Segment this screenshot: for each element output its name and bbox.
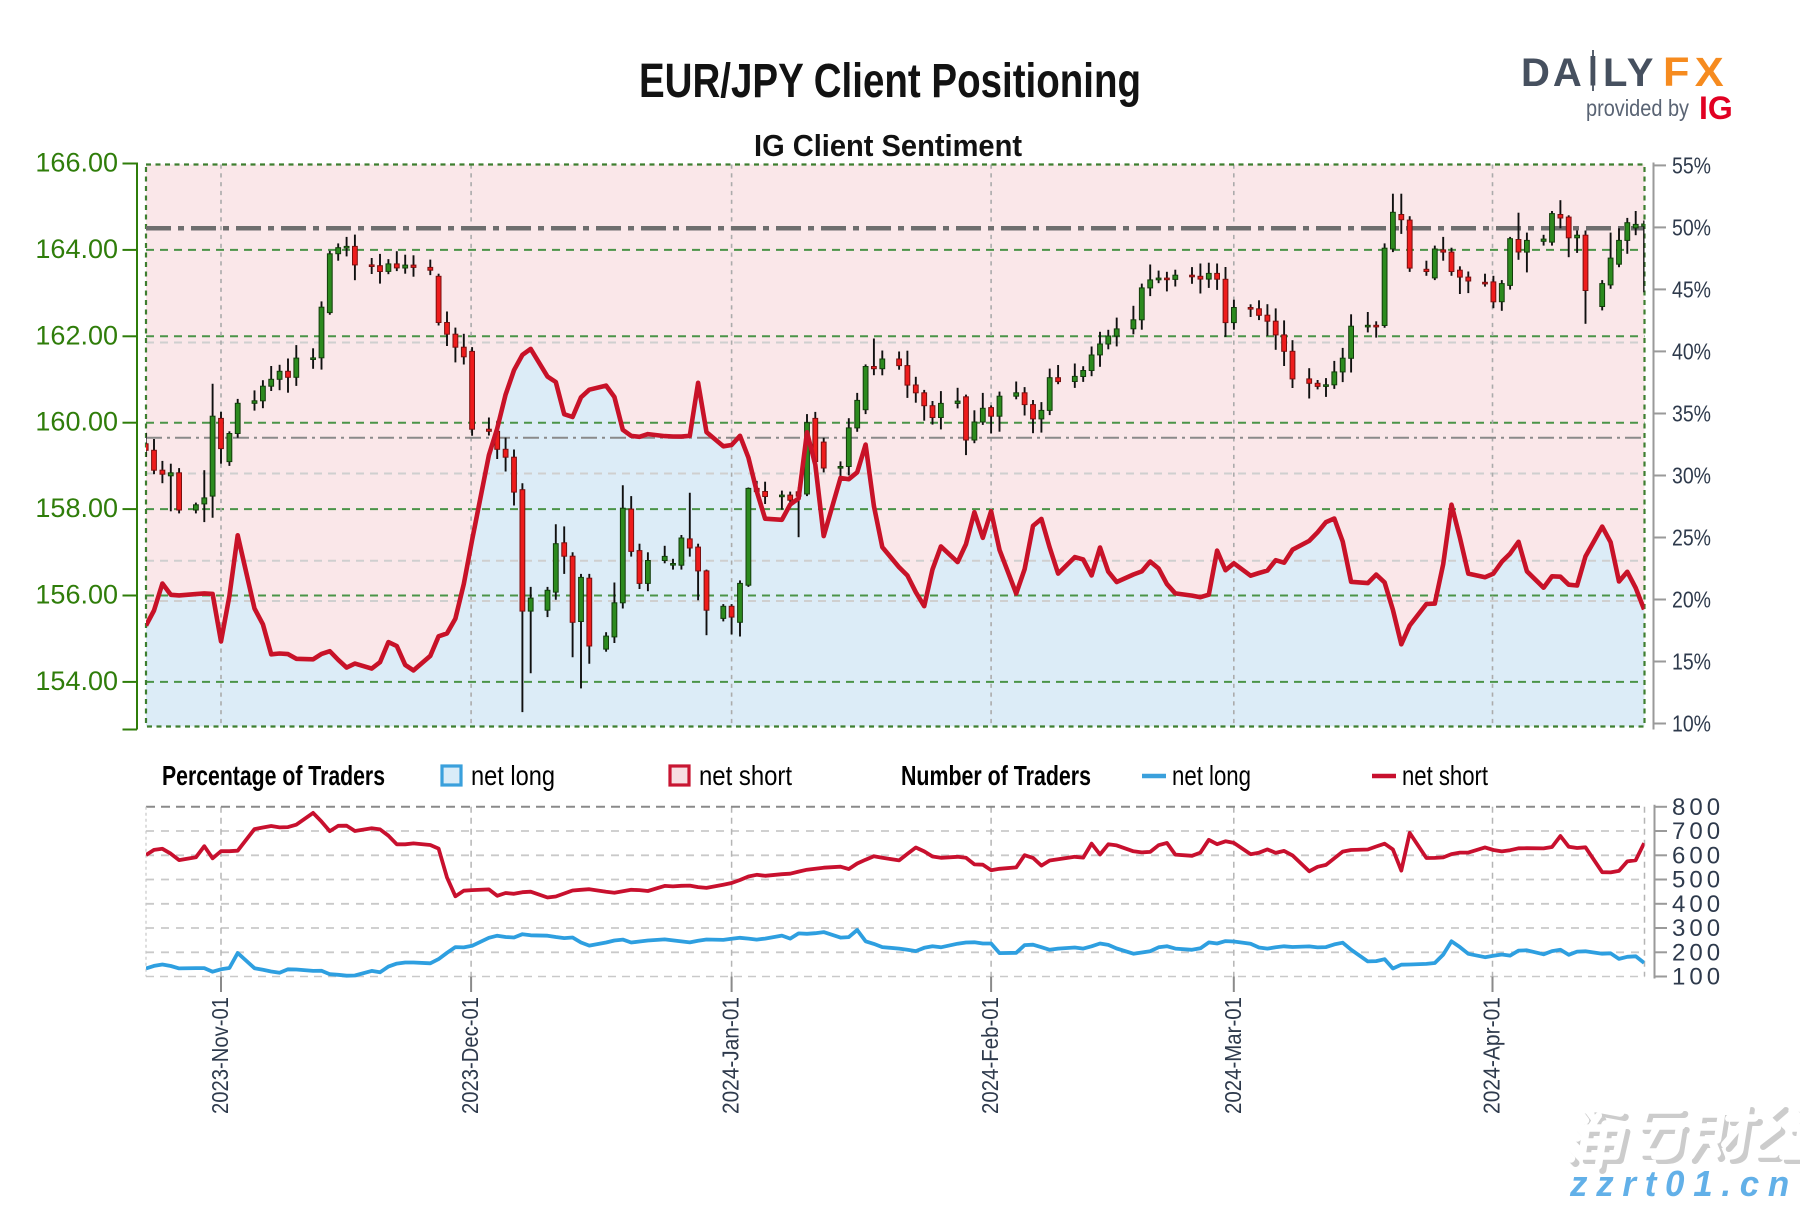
svg-text:500: 500 [1672, 867, 1724, 894]
svg-text:15%: 15% [1672, 649, 1711, 675]
svg-text:40%: 40% [1672, 338, 1711, 364]
svg-text:55%: 55% [1672, 152, 1711, 178]
svg-text:net short: net short [699, 760, 792, 791]
svg-text:10%: 10% [1672, 711, 1711, 737]
svg-text:700: 700 [1672, 818, 1724, 845]
svg-text:2023-Dec-01: 2023-Dec-01 [457, 997, 483, 1114]
svg-text:30%: 30% [1672, 463, 1711, 489]
svg-text:25%: 25% [1672, 525, 1711, 551]
svg-text:300: 300 [1672, 915, 1724, 942]
svg-text:net short: net short [1402, 760, 1488, 791]
svg-text:IG Client Sentiment: IG Client Sentiment [754, 128, 1022, 163]
svg-text:DA: DA [1521, 51, 1585, 95]
svg-text:2024-Feb-01: 2024-Feb-01 [977, 997, 1003, 1114]
svg-text:2024-Apr-01: 2024-Apr-01 [1479, 997, 1505, 1114]
svg-text:45%: 45% [1672, 276, 1711, 302]
svg-text:EUR/JPY Client Positioning: EUR/JPY Client Positioning [639, 55, 1141, 108]
svg-text:Percentage of Traders: Percentage of Traders [162, 760, 385, 791]
svg-text:166.00: 166.00 [35, 148, 118, 178]
svg-text:20%: 20% [1672, 587, 1711, 613]
svg-text:2024-Jan-01: 2024-Jan-01 [718, 997, 744, 1114]
svg-text:provided by: provided by [1586, 95, 1689, 121]
svg-text:156.00: 156.00 [35, 580, 118, 610]
svg-text:160.00: 160.00 [35, 407, 118, 437]
svg-text:800: 800 [1672, 794, 1724, 821]
svg-text:100: 100 [1672, 964, 1724, 991]
svg-text:net long: net long [1172, 760, 1251, 791]
svg-text:50%: 50% [1672, 214, 1711, 240]
svg-text:Number of Traders: Number of Traders [901, 760, 1091, 791]
svg-text:net long: net long [471, 760, 555, 791]
svg-text:162.00: 162.00 [35, 320, 118, 350]
svg-text:IG: IG [1699, 90, 1733, 126]
svg-text:164.00: 164.00 [35, 234, 118, 264]
svg-text:zzrt01.cn: zzrt01.cn [1569, 1163, 1798, 1200]
svg-text:LY: LY [1603, 51, 1656, 95]
svg-text:2023-Nov-01: 2023-Nov-01 [207, 997, 233, 1114]
svg-text:154.00: 154.00 [35, 666, 118, 696]
svg-text:600: 600 [1672, 842, 1724, 869]
svg-text:2024-Mar-01: 2024-Mar-01 [1220, 997, 1246, 1114]
svg-text:FX: FX [1663, 49, 1729, 95]
svg-text:158.00: 158.00 [35, 493, 118, 523]
svg-text:35%: 35% [1672, 401, 1711, 427]
svg-text:200: 200 [1672, 939, 1724, 966]
svg-text:400: 400 [1672, 891, 1724, 918]
